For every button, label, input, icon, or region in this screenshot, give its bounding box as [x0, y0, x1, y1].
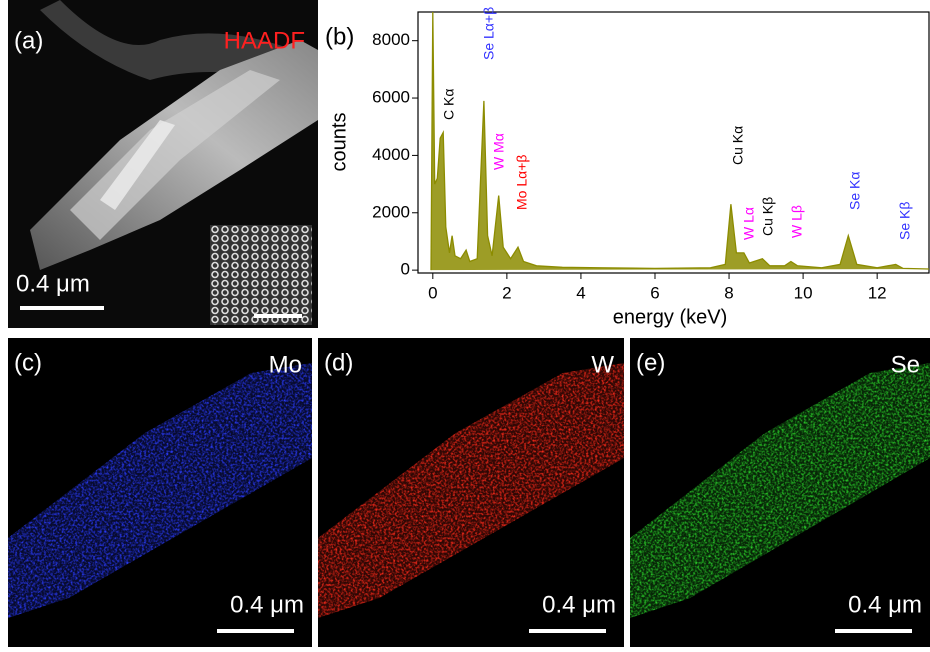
- map-panel: (c) Mo 0.4 μm: [8, 338, 312, 647]
- x-tick-label: 4: [576, 283, 585, 302]
- panel-a: (a) HAADF 0.4 μm: [8, 0, 318, 328]
- y-tick-label: 6000: [372, 88, 410, 107]
- panel-tag: W: [591, 351, 614, 378]
- peak-label: W Mα: [491, 133, 507, 170]
- y-tick-label: 0: [401, 260, 410, 279]
- panel-label: (d): [324, 349, 353, 376]
- peak-label: Se Kα: [847, 172, 863, 210]
- scale-label: 0.4 μm: [230, 591, 304, 618]
- y-axis-label: counts: [328, 113, 350, 172]
- x-tick-label: 12: [868, 283, 887, 302]
- peak-label: Se Lα+β: [481, 7, 497, 60]
- y-tick-label: 4000: [372, 145, 410, 164]
- panel-label: (b): [325, 23, 354, 50]
- panel-tag: Mo: [269, 351, 302, 378]
- panel-label: (c): [14, 349, 42, 376]
- peak-label: W Lα: [741, 207, 757, 240]
- scale-label: 0.4 μm: [542, 591, 616, 618]
- x-tick-label: 2: [502, 283, 511, 302]
- panel-tag: Se: [891, 351, 920, 378]
- map-panel: (d) W 0.4 μm: [318, 338, 624, 647]
- peak-label: W Lβ: [789, 205, 805, 238]
- x-tick-label: 6: [650, 283, 659, 302]
- scale-label: 0.4 μm: [848, 591, 922, 618]
- peak-label: Mo Lα+β: [514, 155, 530, 210]
- figure: (a) HAADF 0.4 μm (b) counts energy (keV)…: [0, 0, 930, 647]
- scale-label: 0.4 μm: [16, 270, 90, 297]
- x-axis-label: energy (keV): [613, 306, 728, 328]
- map-panel: (e) Se 0.4 μm: [630, 338, 930, 647]
- peak-label: Cu Kβ: [760, 197, 776, 236]
- peak-label: C Kα: [441, 89, 457, 120]
- x-tick-label: 8: [724, 283, 733, 302]
- spectrum-chart: (b) counts energy (keV) 0 2 4 6 8 10 12 0 2000 40…: [325, 7, 929, 328]
- panel-label: (a): [14, 27, 43, 54]
- y-tick-label: 2000: [372, 202, 410, 221]
- panel-tag: HAADF: [224, 27, 305, 54]
- x-tick-label: 10: [794, 283, 813, 302]
- inset-image: [210, 225, 312, 325]
- y-tick-label: 8000: [372, 30, 410, 49]
- maps: (c) Mo 0.4 μm (d) W 0.4 μm (e) Se 0.4 μm: [8, 338, 930, 647]
- x-tick-label: 0: [428, 283, 437, 302]
- panel-label: (e): [636, 349, 665, 376]
- peak-label: Se Kβ: [897, 202, 913, 240]
- peak-label: Cu Kα: [730, 126, 746, 165]
